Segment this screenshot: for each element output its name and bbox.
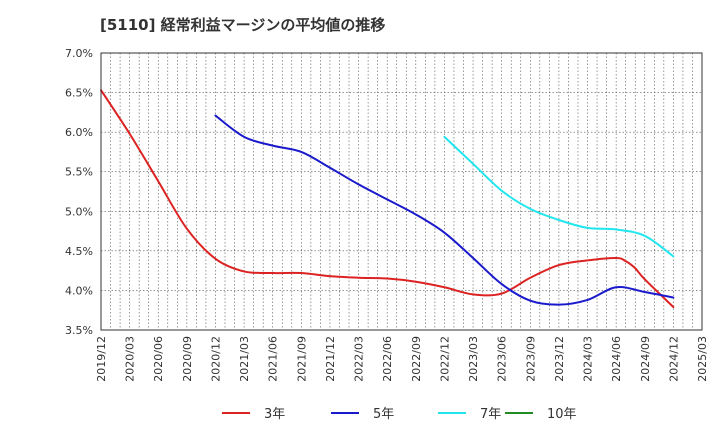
y-tick-label: 3.5%	[65, 324, 93, 337]
x-tick-label: 2020/06	[152, 336, 165, 382]
x-tick-label: 2022/06	[381, 336, 394, 382]
x-tick-label: 2021/06	[267, 336, 280, 382]
x-tick-label: 2021/12	[324, 336, 337, 382]
y-tick-label: 4.0%	[65, 284, 93, 297]
series-line-3	[443, 135, 675, 258]
legend-label: 3年	[264, 407, 285, 422]
x-tick-label: 2022/12	[438, 336, 451, 382]
x-tick-label: 2023/03	[467, 336, 480, 382]
x-tick-label: 2020/03	[124, 336, 137, 382]
x-tick-label: 2022/03	[353, 336, 366, 382]
x-tick-label: 2023/12	[553, 336, 566, 382]
x-tick-label: 2024/12	[667, 336, 680, 382]
x-tick-label: 2023/09	[524, 336, 537, 382]
x-tick-label: 2025/03	[696, 336, 709, 382]
legend-label: 10年	[547, 407, 577, 422]
x-tick-label: 2024/06	[610, 336, 623, 382]
x-tick-label: 2020/12	[209, 336, 222, 382]
series-line-1	[100, 89, 675, 309]
x-tick-label: 2024/03	[582, 336, 595, 382]
x-tick-label: 2019/12	[95, 336, 108, 382]
y-tick-label: 4.5%	[65, 245, 93, 258]
y-tick-label: 5.5%	[65, 166, 93, 179]
legend-label: 7年	[480, 407, 501, 422]
legend-label: 5年	[373, 407, 394, 422]
x-tick-label: 2022/09	[410, 336, 423, 382]
x-tick-label: 2021/09	[295, 336, 308, 382]
y-tick-label: 7.0%	[65, 47, 93, 60]
x-tick-label: 2021/03	[238, 336, 251, 382]
x-tick-label: 2023/06	[496, 336, 509, 382]
x-tick-label: 2020/09	[181, 336, 194, 382]
plot-border	[100, 52, 703, 331]
series-line-2	[214, 114, 675, 306]
y-tick-label: 6.0%	[65, 126, 93, 139]
chart-title: [5110] 経常利益マージンの平均値の推移	[100, 16, 386, 34]
x-tick-label: 2024/09	[639, 336, 652, 382]
y-tick-label: 5.0%	[65, 205, 93, 218]
y-tick-label: 6.5%	[65, 87, 93, 100]
